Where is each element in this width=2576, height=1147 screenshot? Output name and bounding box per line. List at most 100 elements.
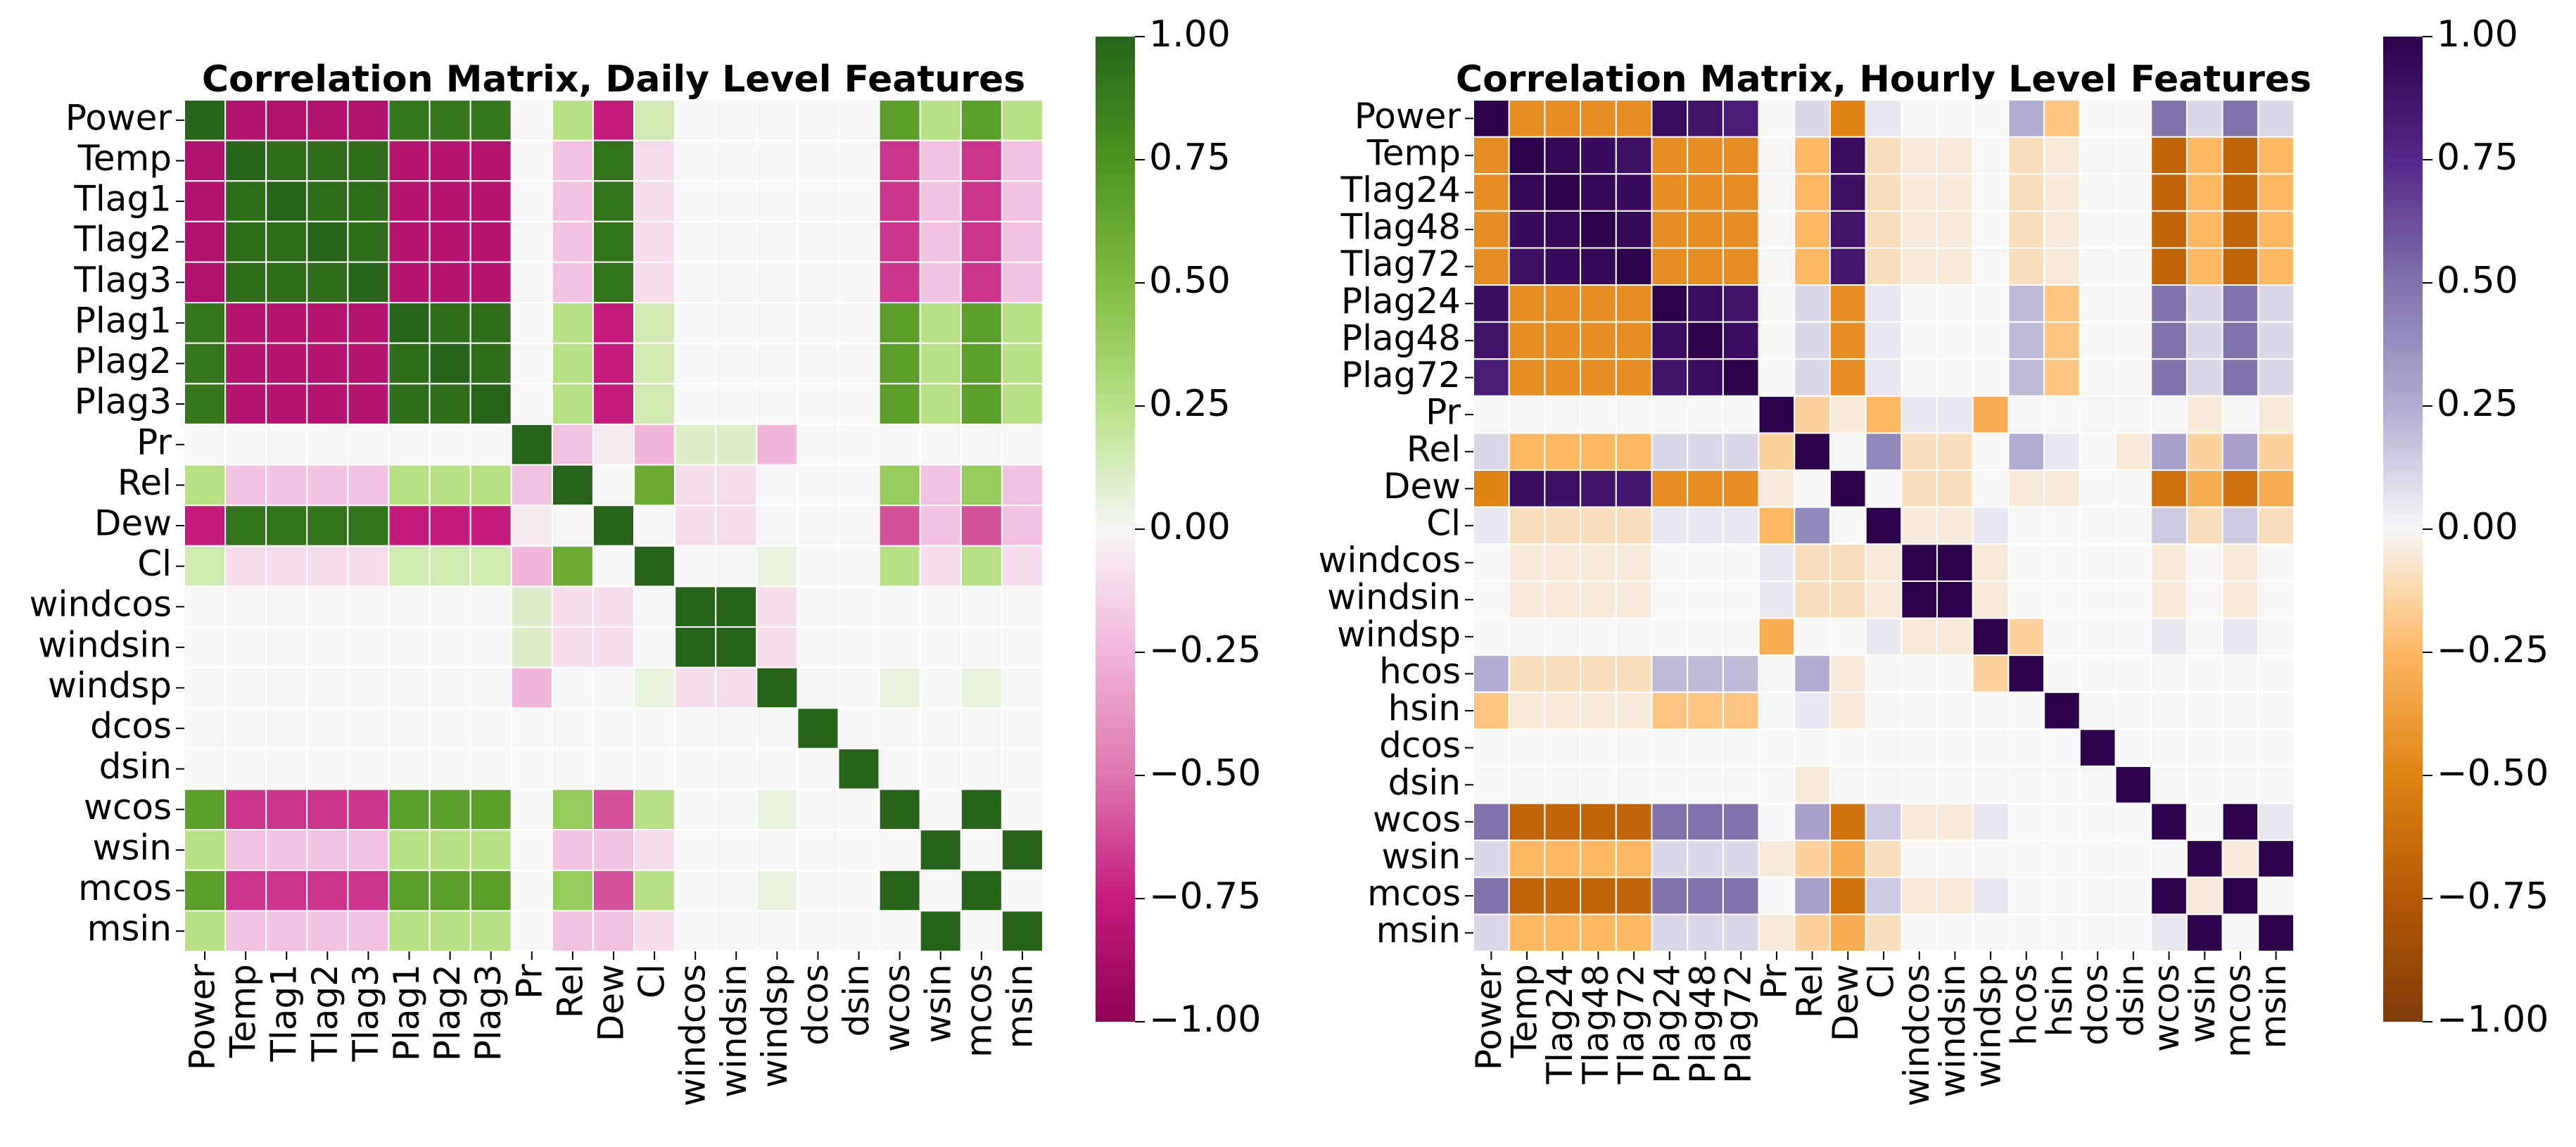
daily-cell-rel-tlag3 (347, 464, 390, 507)
hourly-cell-temp-plag72 (1722, 136, 1760, 175)
hourly-cell-plag72-tlag72 (1615, 358, 1653, 397)
daily-cell-windsin-windsp (756, 626, 799, 668)
hourly-cell-plag24-tlag24 (1544, 284, 1582, 323)
hourly-cell-wcos-dsin (2114, 802, 2152, 842)
daily-cell-msin-wcos (878, 910, 921, 953)
hourly-cell-temp-pr (1758, 136, 1796, 175)
daily-cell-power-power (184, 99, 227, 141)
hourly-cell-dcos-tlag48 (1580, 728, 1617, 767)
hourly-cell-dew-tlag24 (1544, 469, 1582, 508)
daily-col-label-windsp: windsp (754, 964, 795, 1088)
daily-cell-temp-dew (592, 139, 635, 182)
hourly-cell-tlag48-tlag24 (1544, 210, 1582, 249)
daily-row-label-dcos: dcos (90, 706, 172, 747)
hourly-cell-tlag72-wsin (2185, 247, 2223, 286)
daily-row-label-msin: msin (87, 908, 172, 949)
hourly-cell-wsin-windsp (1972, 839, 2010, 878)
hourly-cell-windsin-tlag24 (1544, 580, 1582, 619)
daily-cell-wcos-dsin (837, 788, 880, 831)
hourly-cell-windcos-pr (1758, 543, 1796, 582)
hourly-cell-hcos-plag48 (1687, 654, 1724, 693)
daily-col-label-plag3: Plag3 (468, 964, 509, 1061)
hourly-cell-wcos-wsin (2185, 802, 2223, 842)
daily-cell-mcos-rel (551, 869, 594, 912)
daily-cell-plag1-windsp (756, 302, 799, 344)
daily-cell-windsp-tlag3 (347, 666, 390, 709)
daily-col-label-tlag2: Tlag2 (305, 964, 345, 1063)
hourly-cell-mcos-wsin (2185, 876, 2223, 915)
hourly-cell-cl-power (1473, 506, 1510, 545)
hourly-cell-dsin-mcos (2221, 765, 2259, 804)
daily-cell-windsin-dew (592, 626, 635, 668)
daily-cell-tlag2-dew (592, 220, 635, 263)
hourly-cell-tlag48-windsin (1936, 210, 1974, 249)
hourly-cell-dsin-cl (1865, 765, 1903, 804)
hourly-cell-dsin-plag24 (1651, 765, 1689, 804)
daily-cell-rel-dcos (797, 464, 839, 507)
hourly-cell-plag72-windsin (1936, 358, 1974, 397)
hourly-cell-hsin-dew (1829, 691, 1867, 730)
hourly-cell-dsin-dew (1829, 765, 1867, 804)
daily-cell-plag1-rel (551, 302, 594, 344)
daily-cell-tlag2-plag3 (469, 220, 512, 263)
daily-cell-power-temp (224, 99, 267, 141)
hourly-col-label-plag48: Plag48 (1682, 964, 1723, 1084)
hourly-cell-wsin-wcos (2150, 839, 2188, 878)
hourly-cell-plag72-cl (1865, 358, 1903, 397)
hourly-cell-plag72-dsin (2114, 358, 2152, 397)
daily-cell-wcos-windsp (756, 788, 799, 831)
daily-cell-tlag3-power (184, 261, 227, 304)
hourly-cell-plag72-msin (2257, 358, 2295, 397)
hourly-cell-rel-dcos (2079, 432, 2117, 471)
daily-cell-tlag2-temp (224, 220, 267, 263)
hourly-cell-windcos-wsin (2185, 543, 2223, 582)
hourly-colorbar-tick-label: 0.25 (2437, 383, 2518, 425)
daily-cell-tlag2-mcos (960, 220, 1003, 263)
daily-cell-temp-dcos (797, 139, 839, 182)
daily-cell-wsin-msin (1001, 829, 1044, 871)
hourly-col-label-msin: msin (2253, 964, 2294, 1048)
hourly-cell-dsin-dsin (2114, 765, 2152, 804)
daily-cell-tlag2-windsp (756, 220, 799, 263)
hourly-correlation-panel: Correlation Matrix, Hourly Level Feature… (1319, 13, 2549, 1106)
hourly-cell-mcos-plag24 (1651, 876, 1689, 915)
hourly-cell-windsin-dew (1829, 580, 1867, 619)
hourly-cell-tlag48-plag48 (1687, 210, 1724, 249)
hourly-cell-rel-dsin (2114, 432, 2152, 471)
hourly-cell-hcos-power (1473, 654, 1510, 693)
hourly-cell-rel-tlag72 (1615, 432, 1653, 471)
daily-cell-temp-rel (551, 139, 594, 182)
daily-cell-wsin-tlag2 (306, 829, 349, 871)
hourly-cell-mcos-rel (1794, 876, 1831, 915)
daily-cell-plag1-plag2 (429, 302, 471, 344)
hourly-cell-temp-plag48 (1687, 136, 1724, 175)
daily-row-label-dsin: dsin (99, 746, 172, 787)
daily-cell-tlag2-tlag3 (347, 220, 390, 263)
daily-cell-plag3-plag3 (469, 383, 512, 425)
hourly-cell-msin-plag72 (1722, 913, 1760, 953)
daily-cell-wsin-rel (551, 829, 594, 871)
hourly-cell-windsp-msin (2257, 617, 2295, 657)
hourly-cell-cl-hsin (2043, 506, 2081, 545)
daily-cell-tlag1-wsin (919, 180, 962, 222)
daily-cell-mcos-tlag2 (306, 869, 349, 912)
hourly-cell-hsin-mcos (2221, 691, 2259, 730)
hourly-cell-hsin-plag24 (1651, 691, 1689, 730)
hourly-cell-mcos-plag72 (1722, 876, 1760, 915)
hourly-col-label-tlag48: Tlag48 (1575, 964, 1616, 1084)
daily-cell-dcos-tlag3 (347, 707, 390, 749)
daily-cell-mcos-pr (510, 869, 553, 912)
daily-cell-temp-pr (510, 139, 553, 182)
daily-col-label-plag2: Plag2 (427, 964, 468, 1061)
daily-cell-plag3-cl (633, 383, 676, 425)
daily-cell-rel-dew (592, 464, 635, 507)
daily-cell-temp-mcos (960, 139, 1003, 182)
daily-cell-mcos-tlag1 (265, 869, 308, 912)
hourly-cell-windsin-dcos (2079, 580, 2117, 619)
hourly-cell-dsin-windsp (1972, 765, 2010, 804)
hourly-cell-tlag72-dsin (2114, 247, 2152, 286)
hourly-col-label-cl: Cl (1861, 964, 1902, 999)
hourly-cell-plag48-wcos (2150, 321, 2188, 360)
hourly-cell-tlag48-cl (1865, 210, 1903, 249)
hourly-cell-windsp-temp (1508, 617, 1546, 657)
